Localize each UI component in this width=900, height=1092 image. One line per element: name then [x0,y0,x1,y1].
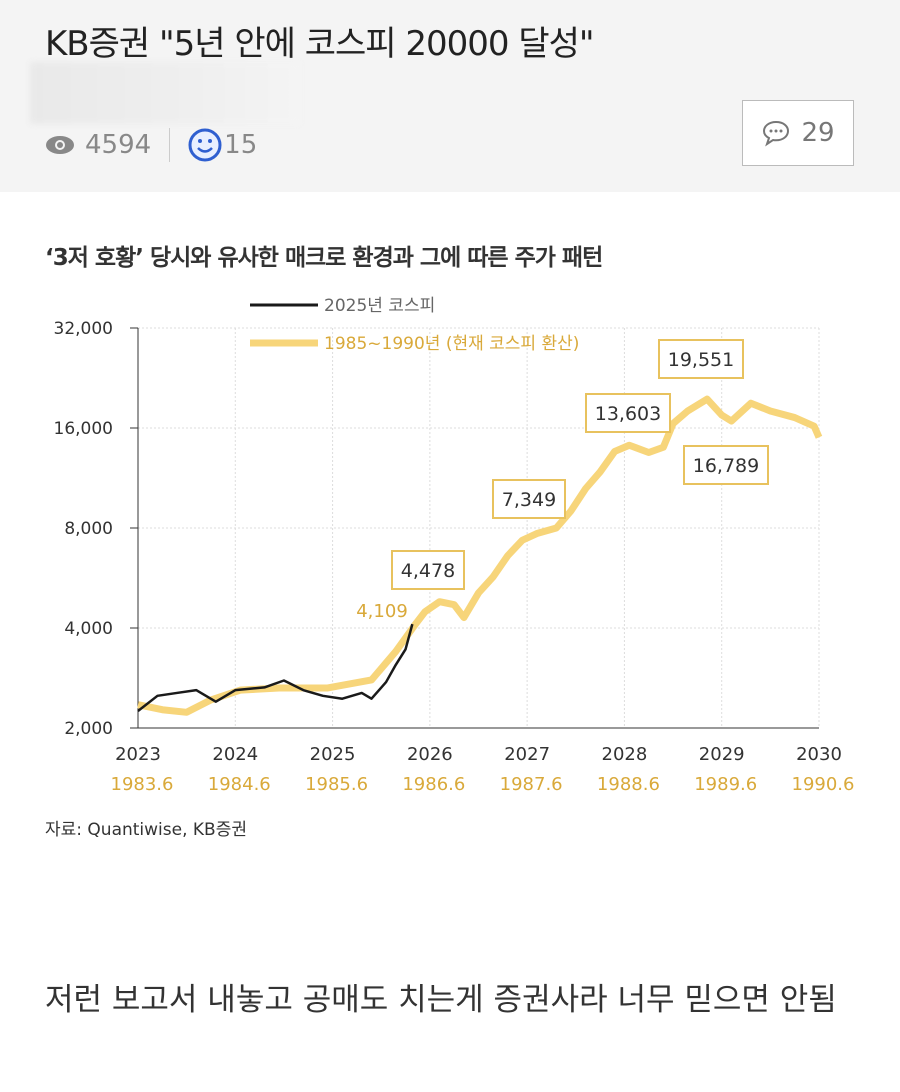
y-tick-label: 4,000 [64,619,113,639]
x-tick-label-secondary: 1989.6 [694,774,757,795]
legend-label-2025: 2025년 코스피 [324,296,435,316]
x-tick-label: 2024 [212,744,258,765]
post-stats: 4594 15 [45,128,257,162]
y-tick-label: 16,000 [54,419,113,439]
annotation-label: 4,478 [401,560,455,582]
like-count: 15 [224,130,258,160]
legend-label-1985: 1985~1990년 (현재 코스피 환산) [324,334,579,354]
x-tick-label: 2025 [310,744,356,765]
series-line-1985-1990 [137,395,823,716]
annotation-label: 16,789 [693,455,759,477]
annotation-label: 4,109 [356,601,408,622]
x-tick-label: 2029 [699,744,745,765]
annotation-box [391,550,465,590]
x-tick-label: 2030 [796,744,842,765]
x-tick-label-secondary: 1986.6 [402,774,465,795]
annotation-box [585,393,671,433]
x-tick-label: 2023 [115,744,161,765]
annotation-label: 13,603 [595,403,661,425]
annotation-label: 7,349 [502,489,556,511]
post-body: 저런 보고서 내놓고 공매도 치는게 증권사라 너무 믿으면 안됨 [45,982,837,1018]
x-tick-label-secondary: 1987.6 [500,774,563,795]
redacted-author [30,62,300,124]
x-tick-label: 2026 [407,744,453,765]
annotation-box [492,479,566,519]
annotation-box [658,339,744,379]
y-tick-label: 8,000 [64,519,113,539]
x-tick-label-secondary: 1983.6 [111,774,174,795]
view-count: 4594 [85,130,152,160]
x-tick-label-secondary: 1985.6 [305,774,368,795]
divider [169,128,171,162]
x-tick-label-secondary: 1990.6 [792,774,855,795]
y-tick-label: 2,000 [64,719,113,739]
post-title: KB증권 "5년 안에 코스피 20000 달성" [45,24,595,64]
comment-count: 29 [801,118,835,148]
annotation-label: 19,551 [668,349,734,371]
x-tick-label-secondary: 1988.6 [597,774,660,795]
speech-bubble-icon [763,120,790,147]
chart-title: ‘3저 호황’ 당시와 유사한 매크로 환경과 그에 따른 주가 패턴 [45,245,603,271]
annotation-box [683,445,769,485]
post-header: KB증권 "5년 안에 코스피 20000 달성" 4594 15 29 [0,0,900,192]
smiley-icon[interactable] [188,128,222,162]
series-line-2025 [137,623,414,712]
x-tick-label: 2027 [504,744,550,765]
chart-source: 자료: Quantiwise, KB증권 [45,820,247,840]
comments-button[interactable]: 29 [742,100,854,166]
x-tick-label-secondary: 1984.6 [208,774,271,795]
x-tick-label: 2028 [602,744,648,765]
eye-icon [46,136,74,154]
y-tick-label: 32,000 [54,319,113,339]
